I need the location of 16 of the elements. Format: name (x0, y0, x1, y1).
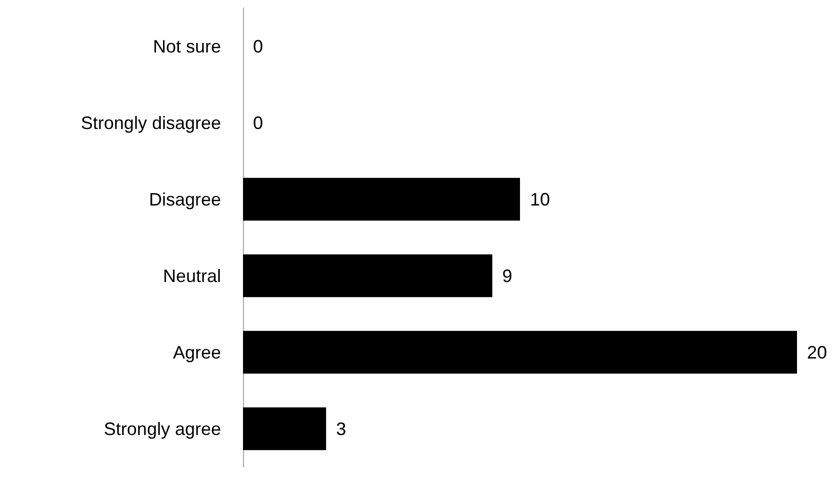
bar (243, 254, 492, 298)
y-tick-label: Not sure (152, 36, 221, 56)
bar (243, 407, 326, 450)
y-tick-label: Agree (172, 342, 221, 362)
y-tick-label: Disagree (148, 189, 221, 210)
data-label: 0 (253, 36, 264, 56)
bar (243, 178, 520, 221)
bar (243, 330, 797, 374)
y-tick-label: Neutral (162, 266, 221, 286)
data-label: 20 (807, 342, 828, 362)
data-label: 10 (530, 189, 550, 210)
data-label: 3 (336, 418, 346, 439)
y-tick-label: Strongly agree (104, 418, 221, 439)
data-label: 0 (253, 112, 264, 133)
y-tick-label: Strongly disagree (80, 112, 221, 133)
data-label: 9 (502, 266, 512, 286)
